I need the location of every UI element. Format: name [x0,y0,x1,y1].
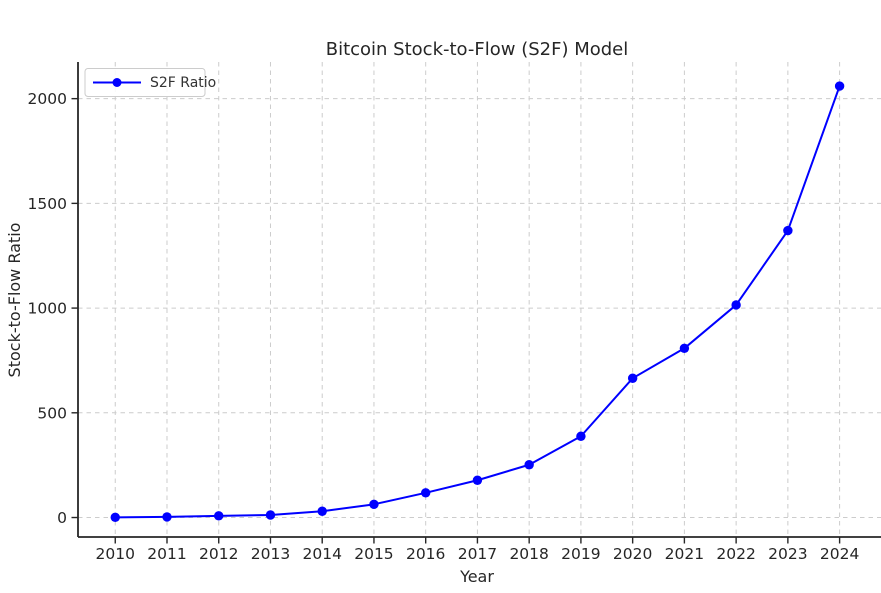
y-axis-label: Stock-to-Flow Ratio [5,223,24,378]
x-tick-label: 2022 [716,545,755,563]
y-tick-label: 2000 [28,90,67,108]
x-tick-label: 2018 [509,545,548,563]
axes [71,62,881,544]
data-point-2020 [627,373,638,383]
legend-label: S2F Ratio [150,75,216,91]
data-point-2010 [110,512,120,523]
data-point-2023 [783,225,793,236]
data-point-2021 [679,343,690,353]
x-tick-label: 2021 [665,545,704,563]
data-point-2016 [420,488,431,498]
y-tick-label: 500 [37,404,67,422]
x-tick-label: 2019 [561,545,600,563]
x-axis-label: Year [459,567,494,586]
data-point-2017 [472,475,483,485]
data-point-2011 [162,512,172,522]
s2f-series [110,81,845,523]
x-tick-label: 2020 [613,545,652,563]
x-tick-label: 2017 [458,545,497,563]
data-point-2022 [731,300,741,310]
x-tick-label: 2012 [199,545,238,563]
y-tick-label: 1500 [28,195,67,213]
x-tick-label: 2014 [302,545,341,563]
data-point-2019 [576,431,586,441]
y-tick-label: 1000 [28,300,67,318]
y-tick-label: 0 [57,509,67,527]
gridlines [78,62,881,537]
data-point-2015 [369,499,379,510]
legend-box [84,68,206,97]
data-point-2013 [265,510,276,520]
x-tick-label: 2013 [251,545,290,563]
x-tick-label: 2016 [406,545,445,563]
data-point-2018 [524,460,534,470]
legend: S2F Ratio [84,68,216,97]
legend-marker-icon [112,78,122,87]
x-tick-label: 2015 [354,545,393,563]
tick-labels: 2010 2011 2012 2013 2014 2015 2016 2017 2018 2019… [28,90,860,563]
data-point-2012 [214,511,224,521]
x-tick-label: 2011 [147,545,186,563]
x-tick-label: 2024 [820,545,859,563]
data-point-2014 [317,506,327,516]
chart-title: Bitcoin Stock-to-Flow (S2F) Model [326,39,629,60]
x-tick-label: 2023 [768,545,807,563]
x-tick-label: 2010 [96,545,135,563]
data-point-2024 [834,81,845,91]
